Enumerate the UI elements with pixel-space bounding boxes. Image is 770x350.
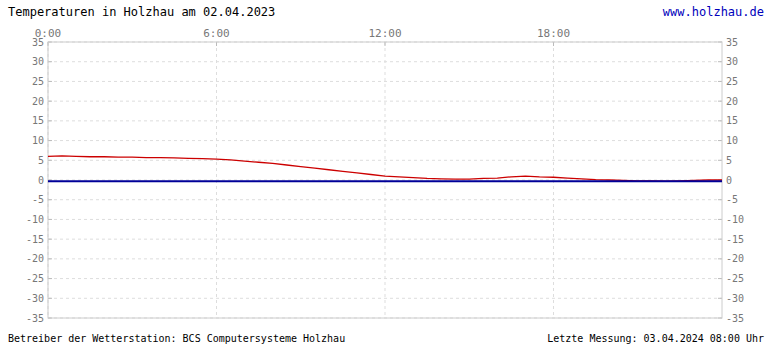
series-line [48, 156, 722, 181]
x-tick [385, 42, 386, 46]
series-line [48, 180, 722, 182]
y-tick [48, 160, 52, 161]
grid-line [48, 140, 722, 141]
x-tick-label: 18:00 [537, 27, 570, 40]
y-tick [48, 120, 52, 121]
y-tick-label: -20 [26, 253, 44, 264]
y-tick-label: -15 [726, 234, 744, 245]
y-tick [718, 258, 722, 259]
y-tick [718, 298, 722, 299]
y-tick [48, 140, 52, 141]
y-tick [48, 101, 52, 102]
y-tick [718, 239, 722, 240]
y-tick [48, 81, 52, 82]
y-tick-label: 30 [726, 56, 738, 67]
y-tick-label: 25 [726, 76, 738, 87]
plot-background [48, 42, 722, 318]
axes: 0:006:0012:0018:00-35-35-30-30-25-25-20-… [26, 27, 744, 324]
y-tick [48, 61, 52, 62]
y-tick [718, 160, 722, 161]
plot-frame [48, 42, 722, 318]
grid [48, 42, 722, 318]
y-tick [718, 278, 722, 279]
y-tick-label: 10 [726, 135, 738, 146]
y-tick-label: 35 [726, 37, 738, 48]
grid-line [48, 160, 722, 161]
grid-line [48, 219, 722, 220]
grid-line [48, 298, 722, 299]
y-tick-label: 15 [32, 115, 44, 126]
y-tick [718, 120, 722, 121]
y-tick [48, 219, 52, 220]
y-tick-label: 15 [726, 115, 738, 126]
y-tick-label: -25 [26, 273, 44, 284]
y-tick-label: 20 [726, 96, 738, 107]
y-tick-label: -25 [726, 273, 744, 284]
y-tick-label: -30 [726, 293, 744, 304]
footer-left: Betreiber der Wetterstation: BCS Compute… [8, 333, 345, 344]
y-tick [718, 61, 722, 62]
y-tick [718, 219, 722, 220]
y-tick [718, 140, 722, 141]
texts: Temperaturen in Holzhau am 02.04.2023 www… [8, 5, 764, 344]
y-tick [718, 199, 722, 200]
y-tick-label: 35 [32, 37, 44, 48]
grid-line [48, 258, 722, 259]
grid-line [48, 61, 722, 62]
y-tick-label: -35 [26, 313, 44, 324]
y-tick-label: -30 [26, 293, 44, 304]
grid-line [48, 81, 722, 82]
y-tick-label: 0 [726, 175, 732, 186]
url: www.holzhau.de [663, 5, 764, 19]
y-tick [48, 199, 52, 200]
x-tick [553, 42, 554, 46]
y-tick-label: 10 [32, 135, 44, 146]
y-tick-label: 20 [32, 96, 44, 107]
x-tick [216, 42, 217, 46]
y-tick-label: 5 [726, 155, 732, 166]
grid-line [48, 239, 722, 240]
x-tick-label: 6:00 [203, 27, 230, 40]
y-tick-label: -5 [726, 194, 738, 205]
y-tick [718, 101, 722, 102]
y-tick-label: 25 [32, 76, 44, 87]
y-tick-label: 0 [38, 175, 44, 186]
y-tick-label: 30 [32, 56, 44, 67]
grid-line [48, 120, 722, 121]
lines [48, 156, 722, 181]
x-tick-label: 12:00 [368, 27, 401, 40]
y-tick [718, 81, 722, 82]
grid-line [48, 101, 722, 102]
footer-right: Letzte Messung: 03.04.2024 08:00 Uhr [547, 333, 764, 344]
y-tick-label: -20 [726, 253, 744, 264]
y-tick-label: -15 [26, 234, 44, 245]
title: Temperaturen in Holzhau am 02.04.2023 [8, 5, 275, 19]
y-tick-label: -5 [32, 194, 44, 205]
y-tick [48, 258, 52, 259]
y-tick-label: -35 [726, 313, 744, 324]
y-tick-label: -10 [26, 214, 44, 225]
y-tick-label: -10 [726, 214, 744, 225]
grid-line [48, 278, 722, 279]
y-tick-label: 5 [38, 155, 44, 166]
grid-line [48, 199, 722, 200]
chart: 0:006:0012:0018:00-35-35-30-30-25-25-20-… [0, 0, 770, 350]
y-tick [48, 239, 52, 240]
y-tick [48, 278, 52, 279]
y-tick [48, 298, 52, 299]
